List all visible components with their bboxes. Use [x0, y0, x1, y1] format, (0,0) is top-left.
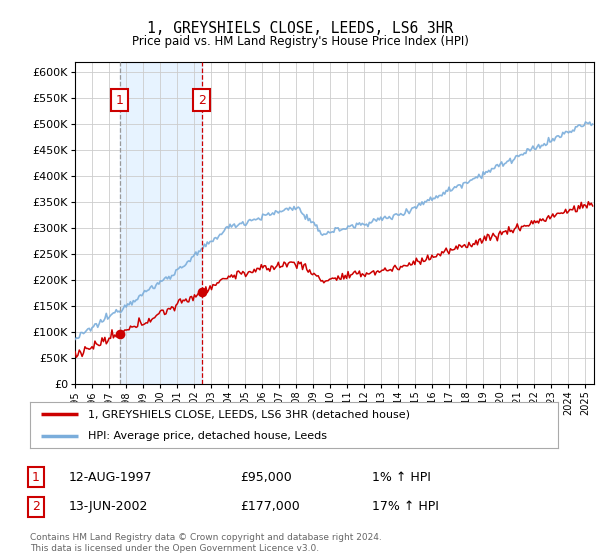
Text: Price paid vs. HM Land Registry's House Price Index (HPI): Price paid vs. HM Land Registry's House … [131, 35, 469, 48]
Text: 17% ↑ HPI: 17% ↑ HPI [372, 500, 439, 514]
Text: 1, GREYSHIELS CLOSE, LEEDS, LS6 3HR (detached house): 1, GREYSHIELS CLOSE, LEEDS, LS6 3HR (det… [88, 409, 410, 419]
Text: 1, GREYSHIELS CLOSE, LEEDS, LS6 3HR: 1, GREYSHIELS CLOSE, LEEDS, LS6 3HR [147, 21, 453, 36]
Bar [119, 62, 202, 384]
Text: 1: 1 [116, 94, 124, 107]
Text: 2: 2 [198, 94, 206, 107]
Text: HPI: Average price, detached house, Leeds: HPI: Average price, detached house, Leed… [88, 431, 327, 441]
Text: £177,000: £177,000 [240, 500, 300, 514]
Text: 1: 1 [32, 470, 40, 484]
Text: 12-AUG-1997: 12-AUG-1997 [69, 470, 152, 484]
Text: 13-JUN-2002: 13-JUN-2002 [69, 500, 148, 514]
Text: 2: 2 [32, 500, 40, 514]
Text: Contains HM Land Registry data © Crown copyright and database right 2024.
This d: Contains HM Land Registry data © Crown c… [30, 533, 382, 553]
Text: £95,000: £95,000 [240, 470, 292, 484]
Text: 1% ↑ HPI: 1% ↑ HPI [372, 470, 431, 484]
